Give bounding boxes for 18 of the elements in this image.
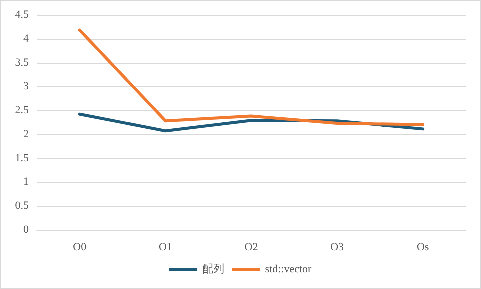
y-tick-label: 1.5 (15, 152, 30, 164)
y-tick-label: 2.5 (15, 104, 30, 117)
y-tick-label: 3.5 (15, 56, 30, 69)
y-tick-label: 2 (24, 128, 29, 140)
y-tick-label: 1 (24, 176, 29, 188)
y-tick-label: 3 (24, 80, 30, 93)
x-tick-label: O1 (158, 242, 172, 254)
x-tick-label: O2 (244, 242, 258, 254)
y-tick-label: 0 (24, 224, 30, 236)
legend-label: 配列 (202, 264, 224, 276)
line-series (78, 28, 425, 126)
y-tick-label: 4.5 (15, 9, 30, 21)
y-tick-label: 4 (24, 32, 30, 45)
y-tick-label: 0.5 (15, 200, 30, 212)
x-tick-label: O0 (73, 242, 88, 254)
legend-label: std::vector (265, 264, 312, 276)
x-tick-label: Os (416, 242, 430, 254)
x-tick-label: O3 (330, 242, 345, 254)
